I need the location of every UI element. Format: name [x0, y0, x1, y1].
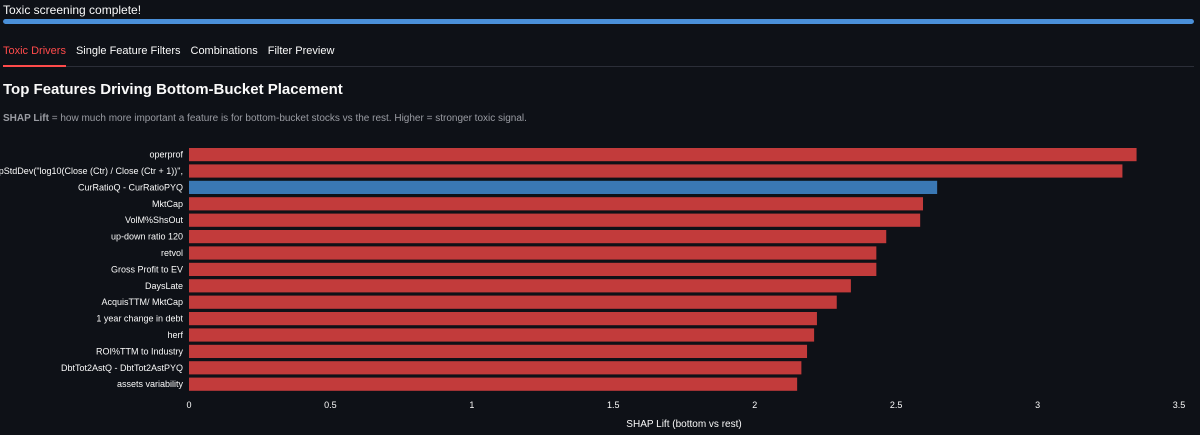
- category-label-11: herf: [167, 330, 183, 340]
- x-axis-label: SHAP Lift (bottom vs rest): [626, 419, 741, 430]
- category-label-4: VolM%ShsOut: [125, 215, 184, 225]
- category-label-5: up-down ratio 120: [111, 232, 183, 242]
- bar-13[interactable]: [189, 361, 802, 375]
- x-tick-label-0: 0: [186, 400, 191, 410]
- caption-text: = how much more important a feature is f…: [48, 113, 527, 124]
- category-label-1: LoopStdDev("log10(Close (Ctr) / Close (C…: [0, 166, 183, 176]
- bar-5[interactable]: [189, 230, 887, 244]
- tab-combinations[interactable]: Combinations: [190, 45, 258, 57]
- x-tick-label-6: 3: [1035, 400, 1040, 410]
- bar-9[interactable]: [189, 295, 837, 309]
- category-label-0: operprof: [149, 150, 183, 160]
- x-tick-label-5: 2.5: [890, 400, 903, 410]
- category-label-14: assets variability: [117, 379, 184, 389]
- x-tick-label-3: 1.5: [607, 400, 620, 410]
- x-tick-label-4: 2: [752, 400, 757, 410]
- x-tick-label-2: 1: [469, 400, 474, 410]
- category-label-9: AcquisTTM/ MktCap: [101, 297, 183, 307]
- caption-term: SHAP Lift: [3, 113, 49, 124]
- category-label-7: Gross Profit to EV: [111, 264, 183, 274]
- tab-single-feature-filters[interactable]: Single Feature Filters: [75, 45, 181, 57]
- section-caption: SHAP Lift = how much more important a fe…: [3, 113, 527, 124]
- x-tick-label-7: 3.5: [1173, 400, 1186, 410]
- bar-14[interactable]: [189, 377, 798, 391]
- category-label-10: 1 year change in debt: [96, 314, 183, 324]
- bar-3[interactable]: [189, 197, 924, 211]
- category-label-6: retvol: [161, 248, 183, 258]
- category-label-8: DaysLate: [145, 281, 183, 291]
- category-label-2: CurRatioQ - CurRatioPYQ: [78, 182, 183, 192]
- x-tick-label-1: 0.5: [324, 400, 337, 410]
- bar-2[interactable]: [189, 180, 938, 194]
- tab-toxic-drivers[interactable]: Toxic Drivers: [3, 38, 66, 67]
- category-label-3: MktCap: [152, 199, 183, 209]
- bar-11[interactable]: [189, 328, 815, 342]
- bar-0[interactable]: [189, 148, 1137, 162]
- bar-10[interactable]: [189, 312, 817, 326]
- progress-bar: [3, 19, 1194, 24]
- bar-12[interactable]: [189, 344, 808, 358]
- tab-filter-preview[interactable]: Filter Preview: [267, 45, 335, 57]
- tab-bar: Toxic Drivers Single Feature Filters Com…: [3, 38, 1194, 67]
- bar-4[interactable]: [189, 213, 921, 227]
- bar-7[interactable]: [189, 262, 877, 276]
- category-label-12: ROI%TTM to Industry: [96, 346, 184, 356]
- progress-bar-fill: [3, 19, 1194, 24]
- shap-lift-bar-chart: operprof LoopStdDev("log10(Close (Ctr) / …: [0, 148, 1186, 430]
- status-message: Toxic screening complete!: [3, 3, 142, 17]
- bar-6[interactable]: [189, 246, 877, 260]
- bar-1[interactable]: [189, 164, 1123, 178]
- category-label-13: DbtTot2AstQ - DbtTot2AstPYQ: [61, 363, 183, 373]
- section-title: Top Features Driving Bottom-Bucket Place…: [3, 81, 343, 98]
- bar-8[interactable]: [189, 279, 851, 293]
